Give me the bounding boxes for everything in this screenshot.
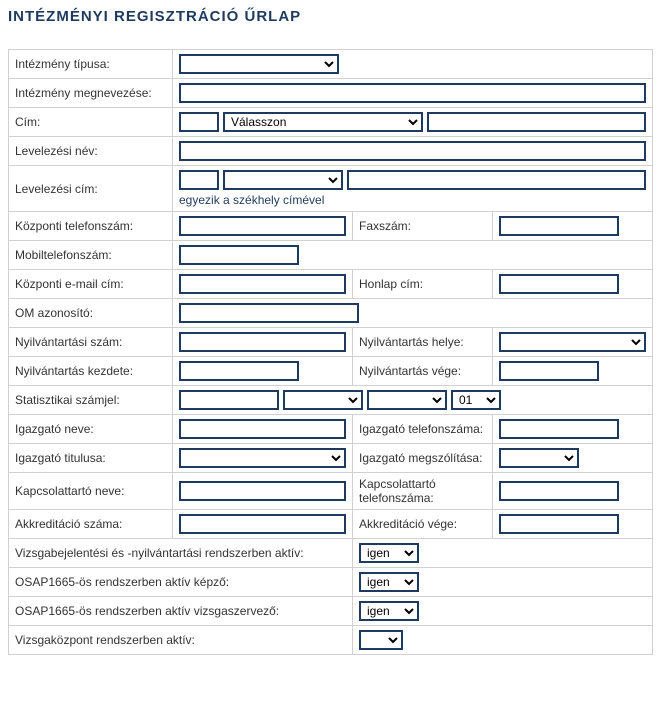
label-director-name: Igazgató neve:	[9, 415, 173, 444]
input-fax[interactable]	[499, 216, 619, 236]
label-exam-system-active: Vizsgabejelentési és -nyilvántartási ren…	[9, 539, 353, 568]
label-registry-number: Nyilvántartási szám:	[9, 328, 173, 357]
label-mobile: Mobiltelefonszám:	[9, 241, 173, 270]
label-fax: Faxszám:	[353, 212, 493, 241]
label-website: Honlap cím:	[353, 270, 493, 299]
select-registry-place[interactable]	[499, 332, 646, 352]
input-institution-name[interactable]	[179, 83, 646, 103]
input-stat-1[interactable]	[179, 390, 279, 410]
select-director-salutation[interactable]	[499, 448, 579, 468]
input-mailing-name[interactable]	[179, 141, 646, 161]
select-exam-system-active[interactable]: igen	[359, 543, 419, 563]
input-accreditation-end[interactable]	[499, 514, 619, 534]
label-central-phone: Központi telefonszám:	[9, 212, 173, 241]
input-contact-phone[interactable]	[499, 481, 619, 501]
label-stat-number: Statisztikai számjel:	[9, 386, 173, 415]
label-osap-exam-org: OSAP1665-ös rendszerben aktív vizsgaszer…	[9, 597, 353, 626]
select-director-title[interactable]	[179, 448, 346, 468]
select-stat-3[interactable]	[367, 390, 447, 410]
input-website[interactable]	[499, 274, 619, 294]
label-address: Cím:	[9, 108, 173, 137]
input-mailing-zip[interactable]	[179, 170, 219, 190]
input-mobile[interactable]	[179, 245, 299, 265]
label-exam-center-active: Vizsgaközpont rendszerben aktív:	[9, 626, 353, 655]
input-om-id[interactable]	[179, 303, 359, 323]
select-stat-4[interactable]: 01	[451, 390, 501, 410]
label-director-phone: Igazgató telefonszáma:	[353, 415, 493, 444]
select-osap-trainer[interactable]: igen	[359, 572, 419, 592]
label-registry-place: Nyilvántartás helye:	[353, 328, 493, 357]
label-director-title: Igazgató titulusa:	[9, 444, 173, 473]
input-accreditation-number[interactable]	[179, 514, 346, 534]
input-address-street[interactable]	[427, 112, 646, 132]
input-mailing-street[interactable]	[347, 170, 646, 190]
label-institution-name: Intézmény megnevezése:	[9, 79, 173, 108]
select-mailing-city[interactable]	[223, 170, 343, 190]
select-institution-type[interactable]	[179, 54, 339, 74]
registration-form: Intézmény típusa: Intézmény megnevezése:…	[8, 49, 653, 655]
label-mailing-address: Levelezési cím:	[9, 166, 173, 212]
input-central-email[interactable]	[179, 274, 346, 294]
label-contact-phone: Kapcsolattartó telefonszáma:	[353, 473, 493, 510]
input-address-zip[interactable]	[179, 112, 219, 132]
input-registry-start[interactable]	[179, 361, 299, 381]
label-institution-type: Intézmény típusa:	[9, 50, 173, 79]
note-same-as-hq: egyezik a székhely címével	[179, 193, 646, 207]
label-central-email: Központi e-mail cím:	[9, 270, 173, 299]
label-accreditation-number: Akkreditáció száma:	[9, 510, 173, 539]
input-central-phone[interactable]	[179, 216, 346, 236]
input-director-name[interactable]	[179, 419, 346, 439]
label-contact-name: Kapcsolattartó neve:	[9, 473, 173, 510]
label-registry-end: Nyilvántartás vége:	[353, 357, 493, 386]
label-director-salutation: Igazgató megszólítása:	[353, 444, 493, 473]
label-registry-start: Nyilvántartás kezdete:	[9, 357, 173, 386]
input-contact-name[interactable]	[179, 481, 346, 501]
select-stat-2[interactable]	[283, 390, 363, 410]
label-om-id: OM azonosító:	[9, 299, 173, 328]
select-osap-exam-org[interactable]: igen	[359, 601, 419, 621]
input-director-phone[interactable]	[499, 419, 619, 439]
page-title: INTÉZMÉNYI REGISZTRÁCIÓ ŰRLAP	[8, 8, 653, 25]
select-exam-center-active[interactable]	[359, 630, 403, 650]
select-address-city[interactable]: Válasszon	[223, 112, 423, 132]
label-mailing-name: Levelezési név:	[9, 137, 173, 166]
input-registry-number[interactable]	[179, 332, 346, 352]
label-accreditation-end: Akkreditáció vége:	[353, 510, 493, 539]
input-registry-end[interactable]	[499, 361, 599, 381]
label-osap-trainer: OSAP1665-ös rendszerben aktív képző:	[9, 568, 353, 597]
